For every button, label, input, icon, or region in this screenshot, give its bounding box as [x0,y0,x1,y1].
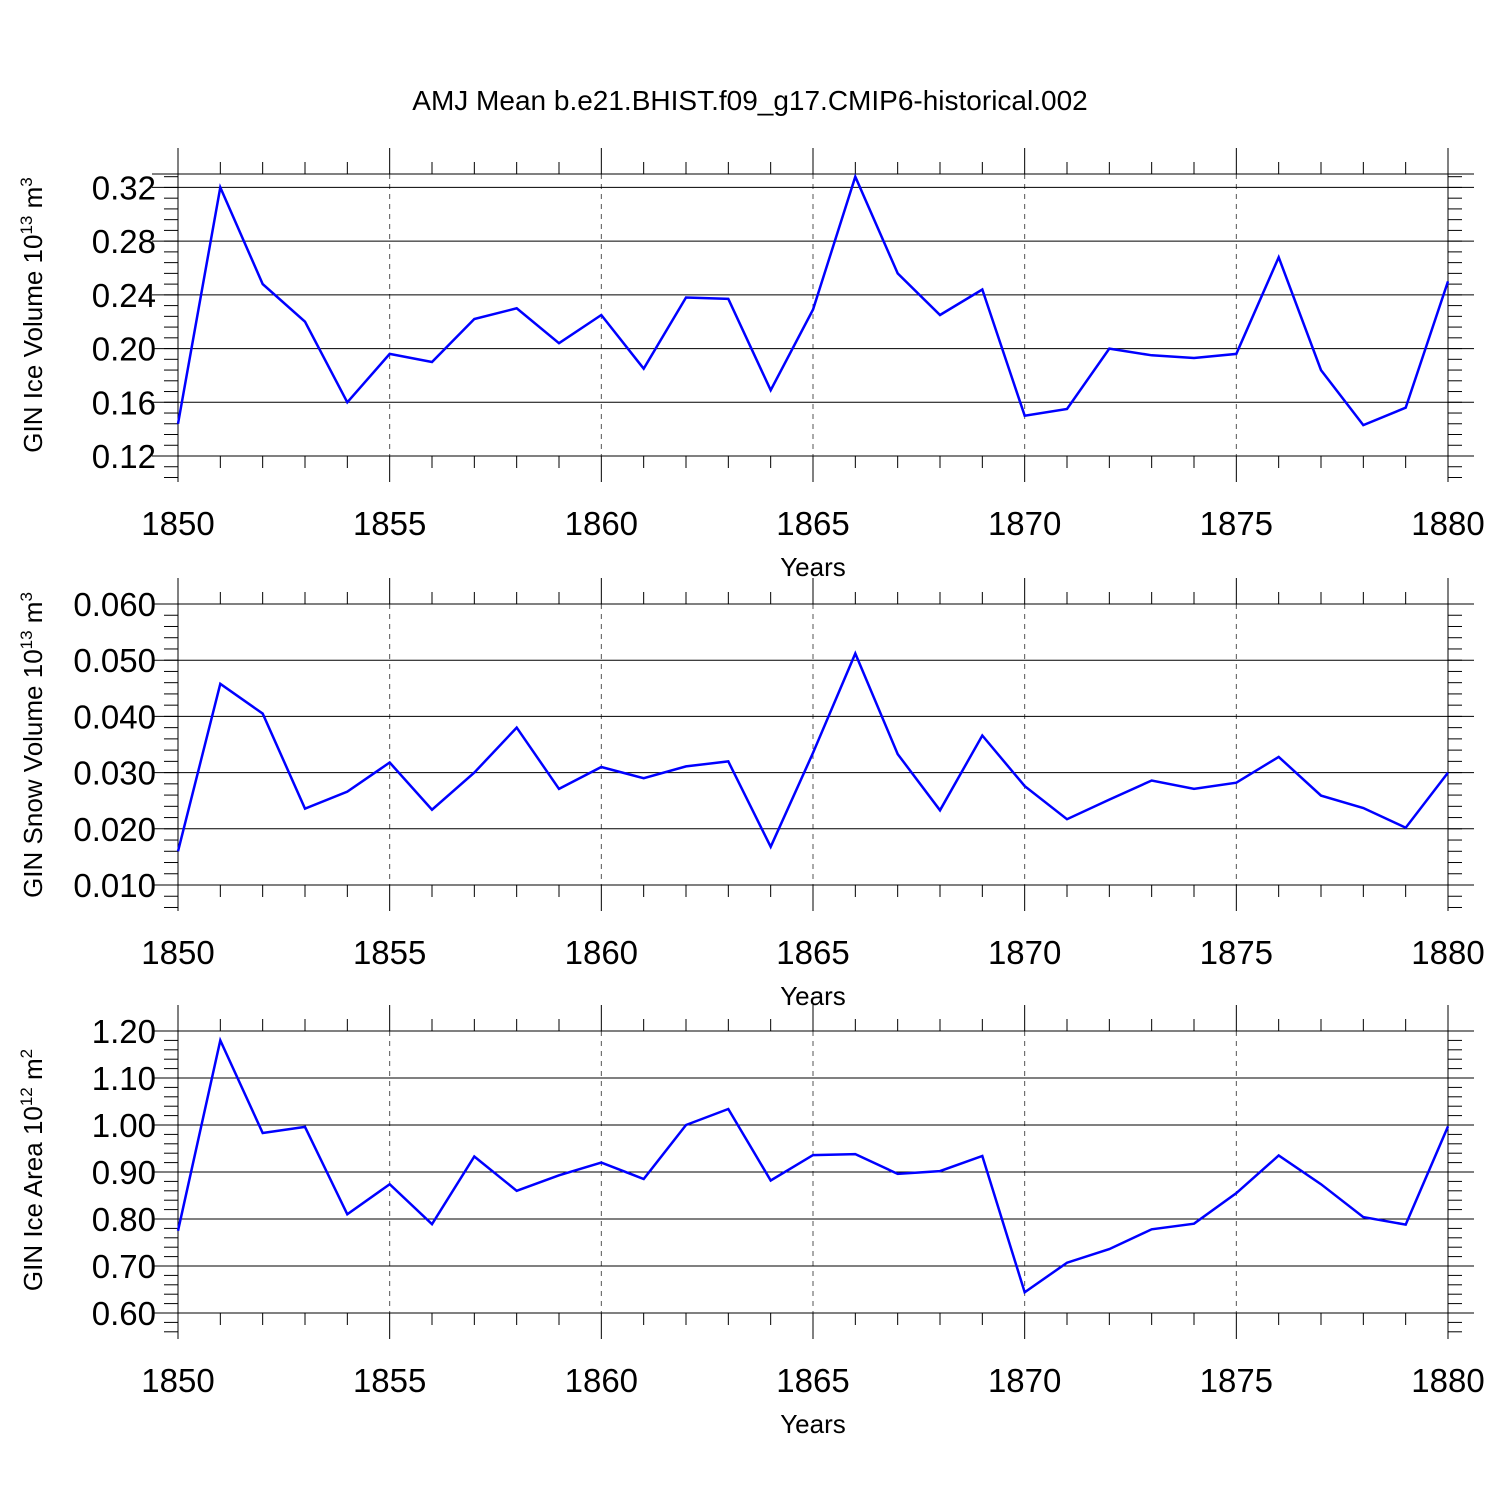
y-tick-label: 0.90 [92,1154,156,1191]
x-tick-label: 1850 [141,934,214,971]
y-tick-label: 1.00 [92,1107,156,1144]
x-tick-label: 1865 [776,1362,849,1399]
y-tick-label: 0.16 [92,384,156,421]
x-tick-label: 1870 [988,1362,1061,1399]
y-tick-label: 0.60 [92,1295,156,1332]
x-axis-label: Years [780,1409,846,1439]
x-tick-label: 1875 [1200,934,1273,971]
y-tick-label: 0.70 [92,1248,156,1285]
x-tick-label: 1880 [1411,934,1484,971]
y-tick-label: 0.020 [73,811,156,848]
x-tick-label: 1855 [353,505,426,542]
y-tick-label: 0.060 [73,586,156,623]
series-line [176,1036,1450,1295]
x-tick-label: 1865 [776,934,849,971]
series-line [176,650,1449,852]
x-tick-label: 1850 [141,1362,214,1399]
x-axis-label: Years [780,552,846,582]
x-tick-label: 1855 [353,934,426,971]
ice-area-panel: 0.60 0.70 0.80 0.90 1.00 1.10 1.20 1850 1855 1860… [17,1005,1485,1439]
y-tick-label: 0.050 [73,642,156,679]
x-tick-label: 1880 [1411,505,1484,542]
x-tick-label: 1870 [988,505,1061,542]
ice-volume-panel: 0.12 0.16 0.20 0.24 0.28 0.32 1850 1855 1860 1865… [17,148,1485,582]
y-tick-label: 0.24 [92,277,156,314]
y-axis-label: GIN Ice Volume 1013 m3 [17,177,48,453]
x-tick-label: 1875 [1200,505,1273,542]
x-tick-label: 1860 [565,1362,638,1399]
x-tick-label: 1860 [565,505,638,542]
y-tick-label: 1.10 [92,1060,156,1097]
snow-volume-panel: 0.010 0.020 0.030 0.040 0.050 0.060 1850 1855 18… [17,578,1485,1011]
series-line [176,173,1450,427]
y-axis-label: GIN Snow Volume 1013 m3 [17,592,48,898]
y-tick-label: 0.010 [73,867,156,904]
x-tick-label: 1855 [353,1362,426,1399]
y-tick-label: 0.040 [73,698,156,735]
y-tick-label: 0.32 [92,169,156,206]
y-tick-label: 0.12 [92,438,156,475]
y-tick-label: 0.20 [92,331,156,368]
y-tick-label: 0.80 [92,1201,156,1238]
y-tick-label: 1.20 [92,1013,156,1050]
x-tick-label: 1860 [565,934,638,971]
figure-title: AMJ Mean b.e21.BHIST.f09_g17.CMIP6-histo… [412,85,1087,116]
x-tick-label: 1880 [1411,1362,1484,1399]
y-tick-label: 0.030 [73,755,156,792]
x-tick-label: 1850 [141,505,214,542]
x-tick-label: 1865 [776,505,849,542]
x-tick-label: 1875 [1200,1362,1273,1399]
x-tick-label: 1870 [988,934,1061,971]
y-axis-label: GIN Ice Area 1012 m2 [17,1049,48,1291]
y-tick-label: 0.28 [92,223,156,260]
